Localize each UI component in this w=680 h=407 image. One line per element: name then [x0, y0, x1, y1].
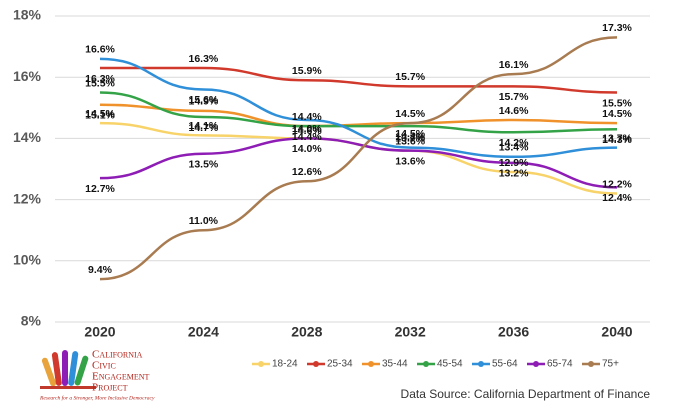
legend-label: 45-54 [437, 359, 463, 370]
legend-label: 35-44 [382, 359, 408, 370]
data-label: 14.2% [499, 137, 529, 149]
data-label: 16.3% [189, 53, 219, 65]
legend-label: 75+ [602, 359, 619, 370]
data-label: 16.1% [499, 59, 529, 71]
data-label: 13.7% [395, 132, 425, 144]
x-tick-label: 2032 [395, 324, 426, 340]
y-tick-label: 18% [13, 7, 42, 23]
series-line [99, 91, 618, 134]
data-label: 13.7% [602, 132, 632, 144]
legend-label: 25-34 [327, 359, 353, 370]
legend-marker [588, 361, 594, 367]
data-label: 14.5% [85, 108, 115, 120]
logo-text: Engagement [92, 371, 149, 383]
data-label: 12.4% [602, 192, 632, 204]
data-label: 15.1% [85, 110, 115, 122]
y-tick-label: 16% [13, 68, 42, 84]
data-label: 14.9% [189, 96, 219, 108]
data-label: 15.5% [85, 77, 115, 89]
legend-marker [313, 361, 319, 367]
legend-label: 55-64 [492, 359, 518, 370]
data-label: 15.6% [189, 94, 219, 106]
legend-marker [533, 361, 539, 367]
logo-tagline: Research for a Stronger, More Inclusive … [39, 394, 155, 401]
data-label: 14.5% [602, 108, 632, 120]
data-label: 13.6% [395, 135, 425, 147]
data-label: 12.7% [85, 183, 115, 195]
data-label: 13.2% [499, 168, 529, 180]
data-label: 14.0% [292, 123, 322, 135]
source: Data Source: California Department of Fi… [401, 387, 651, 401]
y-tick-label: 8% [21, 313, 42, 329]
data-label: 14.4% [292, 131, 322, 143]
legend-marker [423, 361, 429, 367]
data-label: 12.6% [292, 166, 322, 178]
data-label: 14.4% [292, 111, 322, 123]
data-label: 15.5% [602, 97, 632, 109]
series-line [99, 103, 618, 128]
y-tick-label: 10% [13, 252, 42, 268]
data-label: 14.0% [292, 143, 322, 155]
data-label: 15.9% [292, 65, 322, 77]
data-label: 12.2% [602, 178, 632, 190]
logo-text: Project [92, 382, 128, 394]
legend-marker [368, 361, 374, 367]
data-label: 14.5% [395, 128, 425, 140]
data-label: 17.3% [602, 22, 632, 34]
data-label: 11.0% [189, 215, 219, 227]
legend-marker [258, 361, 264, 367]
series-line [99, 57, 618, 159]
x-tick-label: 2040 [601, 324, 632, 340]
x-tick-label: 2036 [498, 324, 529, 340]
legend-marker [478, 361, 484, 367]
data-label: 14.5% [395, 108, 425, 120]
logo-text: California [92, 349, 143, 361]
data-label: 14.4% [395, 131, 425, 143]
data-label: 16.6% [85, 44, 115, 56]
data-label: 9.4% [88, 264, 113, 276]
series-line [99, 36, 618, 281]
x-tick-label: 2028 [291, 324, 322, 340]
data-label: 13.6% [395, 155, 425, 167]
legend-label: 65-74 [547, 359, 573, 370]
data-label: 12.9% [499, 157, 529, 169]
logo-text: Civic [92, 360, 116, 372]
data-label: 14.3% [602, 134, 632, 146]
x-tick-label: 2020 [84, 324, 115, 340]
series-line [100, 66, 618, 94]
data-label: 14.6% [499, 105, 529, 117]
logo-hands [40, 350, 96, 389]
legend-label: 18-24 [272, 359, 298, 370]
data-label: 16.3% [85, 73, 115, 85]
data-label: 15.7% [499, 91, 529, 103]
data-label: 13.5% [189, 158, 219, 170]
y-tick-label: 14% [13, 129, 42, 145]
x-tick-label: 2024 [188, 324, 219, 340]
data-label: 13.4% [499, 142, 529, 154]
data-label: 14.1% [189, 120, 219, 132]
data-label: 14.6% [292, 125, 322, 137]
series-line [99, 137, 618, 189]
y-tick-label: 12% [13, 190, 42, 206]
data-label: 15.7% [395, 71, 425, 83]
data-label: 14.7% [189, 122, 219, 134]
